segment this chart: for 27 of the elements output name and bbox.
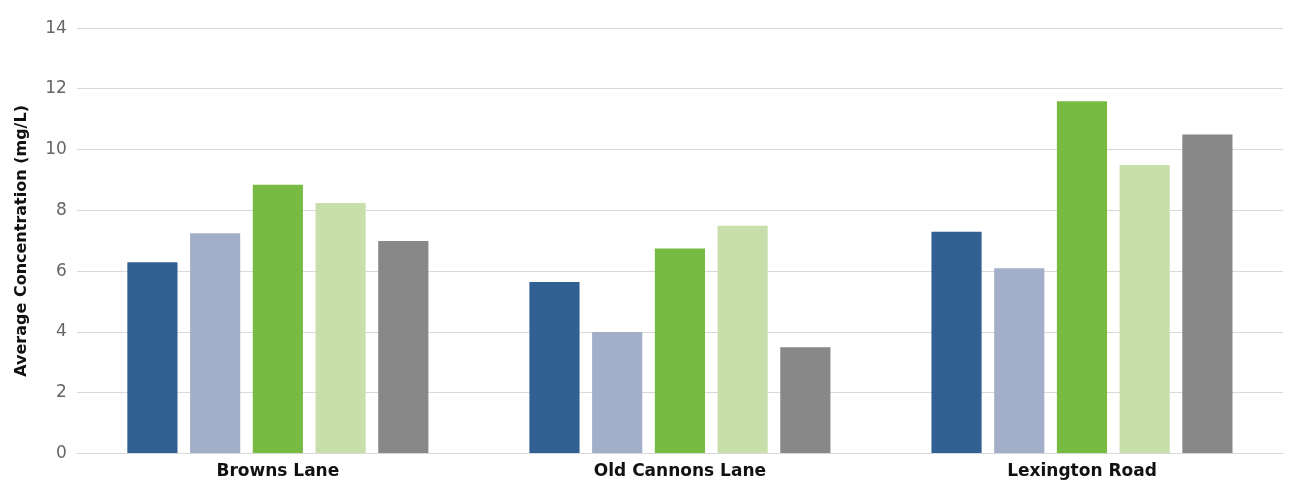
bar: [994, 268, 1045, 454]
bar: [592, 332, 643, 454]
bar: [1056, 101, 1108, 454]
y-tick-label: 6: [56, 259, 67, 280]
bar: [717, 225, 768, 454]
bar: [780, 347, 831, 454]
bar: [127, 262, 178, 454]
y-tick-label: 2: [56, 381, 67, 402]
y-tick-label: 0: [56, 442, 67, 463]
bar: [378, 240, 429, 454]
bar: [1182, 134, 1233, 454]
bar: [654, 248, 705, 454]
y-axis-title: Average Concentration (mg/L): [10, 105, 30, 377]
bar: [529, 281, 580, 454]
x-tick-label: Lexington Road: [1007, 460, 1157, 481]
y-tick-label: 14: [45, 16, 67, 37]
y-tick-label: 10: [45, 138, 67, 159]
x-tick-label: Old Cannons Lane: [593, 460, 767, 481]
y-tick-label: 8: [56, 198, 67, 219]
bar: [1119, 164, 1170, 454]
bar: [190, 233, 241, 454]
bar: [252, 184, 303, 454]
x-tick-label: Browns Lane: [216, 460, 340, 481]
bar: [931, 231, 982, 454]
y-tick-label: 12: [45, 77, 67, 98]
y-tick-label: 4: [56, 320, 67, 341]
bar: [315, 202, 366, 454]
